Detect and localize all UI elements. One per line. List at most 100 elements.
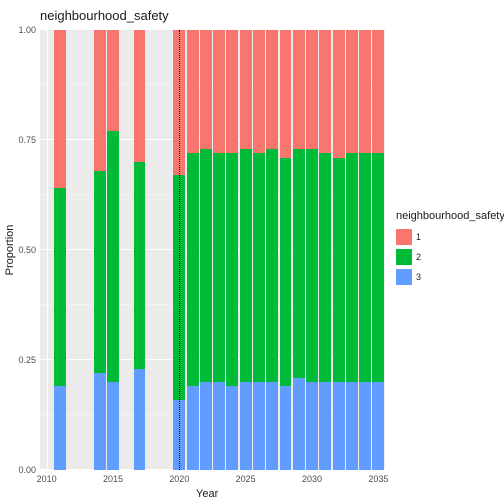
bar-column <box>134 30 146 470</box>
bar-segment-1 <box>213 30 225 153</box>
bar-column <box>359 30 371 470</box>
legend-swatch <box>396 229 412 245</box>
bar-segment-2 <box>280 158 292 387</box>
x-tick-label: 2015 <box>103 474 123 484</box>
bar-segment-2 <box>293 149 305 378</box>
bar-column <box>280 30 292 470</box>
plot-panel <box>40 30 385 470</box>
x-tick-label: 2010 <box>37 474 57 484</box>
bar-segment-1 <box>372 30 384 153</box>
bar-segment-1 <box>54 30 66 188</box>
bar-segment-1 <box>359 30 371 153</box>
bar-segment-3 <box>94 373 106 470</box>
x-tick-label: 2035 <box>368 474 388 484</box>
bar-segment-1 <box>306 30 318 149</box>
y-tick-label: 0.75 <box>10 135 36 145</box>
bar-segment-1 <box>94 30 106 171</box>
bar-segment-1 <box>293 30 305 149</box>
legend-swatch <box>396 249 412 265</box>
bar-segment-2 <box>266 149 278 382</box>
legend-item: 1 <box>396 228 504 246</box>
bar-segment-3 <box>134 369 146 470</box>
bar-segment-2 <box>54 188 66 386</box>
bar-segment-2 <box>94 171 106 373</box>
bar-segment-2 <box>240 149 252 382</box>
bar-segment-3 <box>333 382 345 470</box>
bar-segment-2 <box>187 153 199 386</box>
bar-segment-3 <box>213 382 225 470</box>
y-tick-label: 1.00 <box>10 25 36 35</box>
legend-swatch <box>396 269 412 285</box>
x-tick-label: 2020 <box>169 474 189 484</box>
legend-item: 3 <box>396 268 504 286</box>
y-tick-label: 0.50 <box>10 245 36 255</box>
bar-segment-3 <box>280 386 292 470</box>
bar-column <box>333 30 345 470</box>
y-tick-label: 0.00 <box>10 465 36 475</box>
bar-segment-1 <box>240 30 252 149</box>
bar-segment-1 <box>319 30 331 153</box>
bar-column <box>187 30 199 470</box>
bar-segment-3 <box>200 382 212 470</box>
bar-column <box>200 30 212 470</box>
bar-segment-3 <box>359 382 371 470</box>
bar-segment-2 <box>253 153 265 382</box>
bar-segment-2 <box>306 149 318 382</box>
bar-segment-3 <box>187 386 199 470</box>
legend: neighbourhood_safety 1 2 3 <box>396 210 504 288</box>
bar-segment-1 <box>266 30 278 149</box>
bar-column <box>319 30 331 470</box>
bar-column <box>54 30 66 470</box>
bar-segment-1 <box>346 30 358 153</box>
legend-label: 2 <box>416 252 421 262</box>
bar-segment-3 <box>346 382 358 470</box>
bar-segment-3 <box>266 382 278 470</box>
grid-major-v <box>47 30 48 470</box>
bar-column <box>94 30 106 470</box>
bar-segment-3 <box>293 378 305 470</box>
bar-column <box>226 30 238 470</box>
bar-segment-1 <box>187 30 199 153</box>
bar-segment-1 <box>280 30 292 158</box>
bar-segment-2 <box>359 153 371 382</box>
bar-segment-2 <box>372 153 384 382</box>
bar-segment-2 <box>346 153 358 382</box>
bar-column <box>306 30 318 470</box>
bar-segment-1 <box>333 30 345 158</box>
legend-key <box>396 249 412 265</box>
bar-column <box>240 30 252 470</box>
bar-segment-1 <box>107 30 119 131</box>
legend-key <box>396 269 412 285</box>
legend-label: 3 <box>416 272 421 282</box>
bar-column <box>253 30 265 470</box>
bar-segment-3 <box>372 382 384 470</box>
bar-segment-2 <box>319 153 331 382</box>
bar-segment-1 <box>200 30 212 149</box>
bar-segment-2 <box>200 149 212 382</box>
bar-segment-2 <box>333 158 345 382</box>
y-tick-label: 0.25 <box>10 355 36 365</box>
x-tick-label: 2025 <box>236 474 256 484</box>
bar-column <box>372 30 384 470</box>
legend-title: neighbourhood_safety <box>396 210 504 222</box>
bar-segment-1 <box>253 30 265 153</box>
bar-column <box>346 30 358 470</box>
bar-segment-3 <box>306 382 318 470</box>
bar-segment-3 <box>319 382 331 470</box>
legend-key <box>396 229 412 245</box>
x-tick-label: 2030 <box>302 474 322 484</box>
bar-segment-3 <box>253 382 265 470</box>
bar-segment-1 <box>134 30 146 162</box>
bar-segment-2 <box>226 153 238 386</box>
reference-vline <box>179 30 180 470</box>
bar-column <box>266 30 278 470</box>
bar-segment-3 <box>107 382 119 470</box>
bar-segment-3 <box>226 386 238 470</box>
bar-segment-2 <box>213 153 225 382</box>
chart-title: neighbourhood_safety <box>40 8 169 23</box>
bar-column <box>213 30 225 470</box>
figure: neighbourhood_safety Proportion Year nei… <box>0 0 504 504</box>
bar-segment-2 <box>134 162 146 369</box>
bar-segment-3 <box>54 386 66 470</box>
bar-column <box>293 30 305 470</box>
